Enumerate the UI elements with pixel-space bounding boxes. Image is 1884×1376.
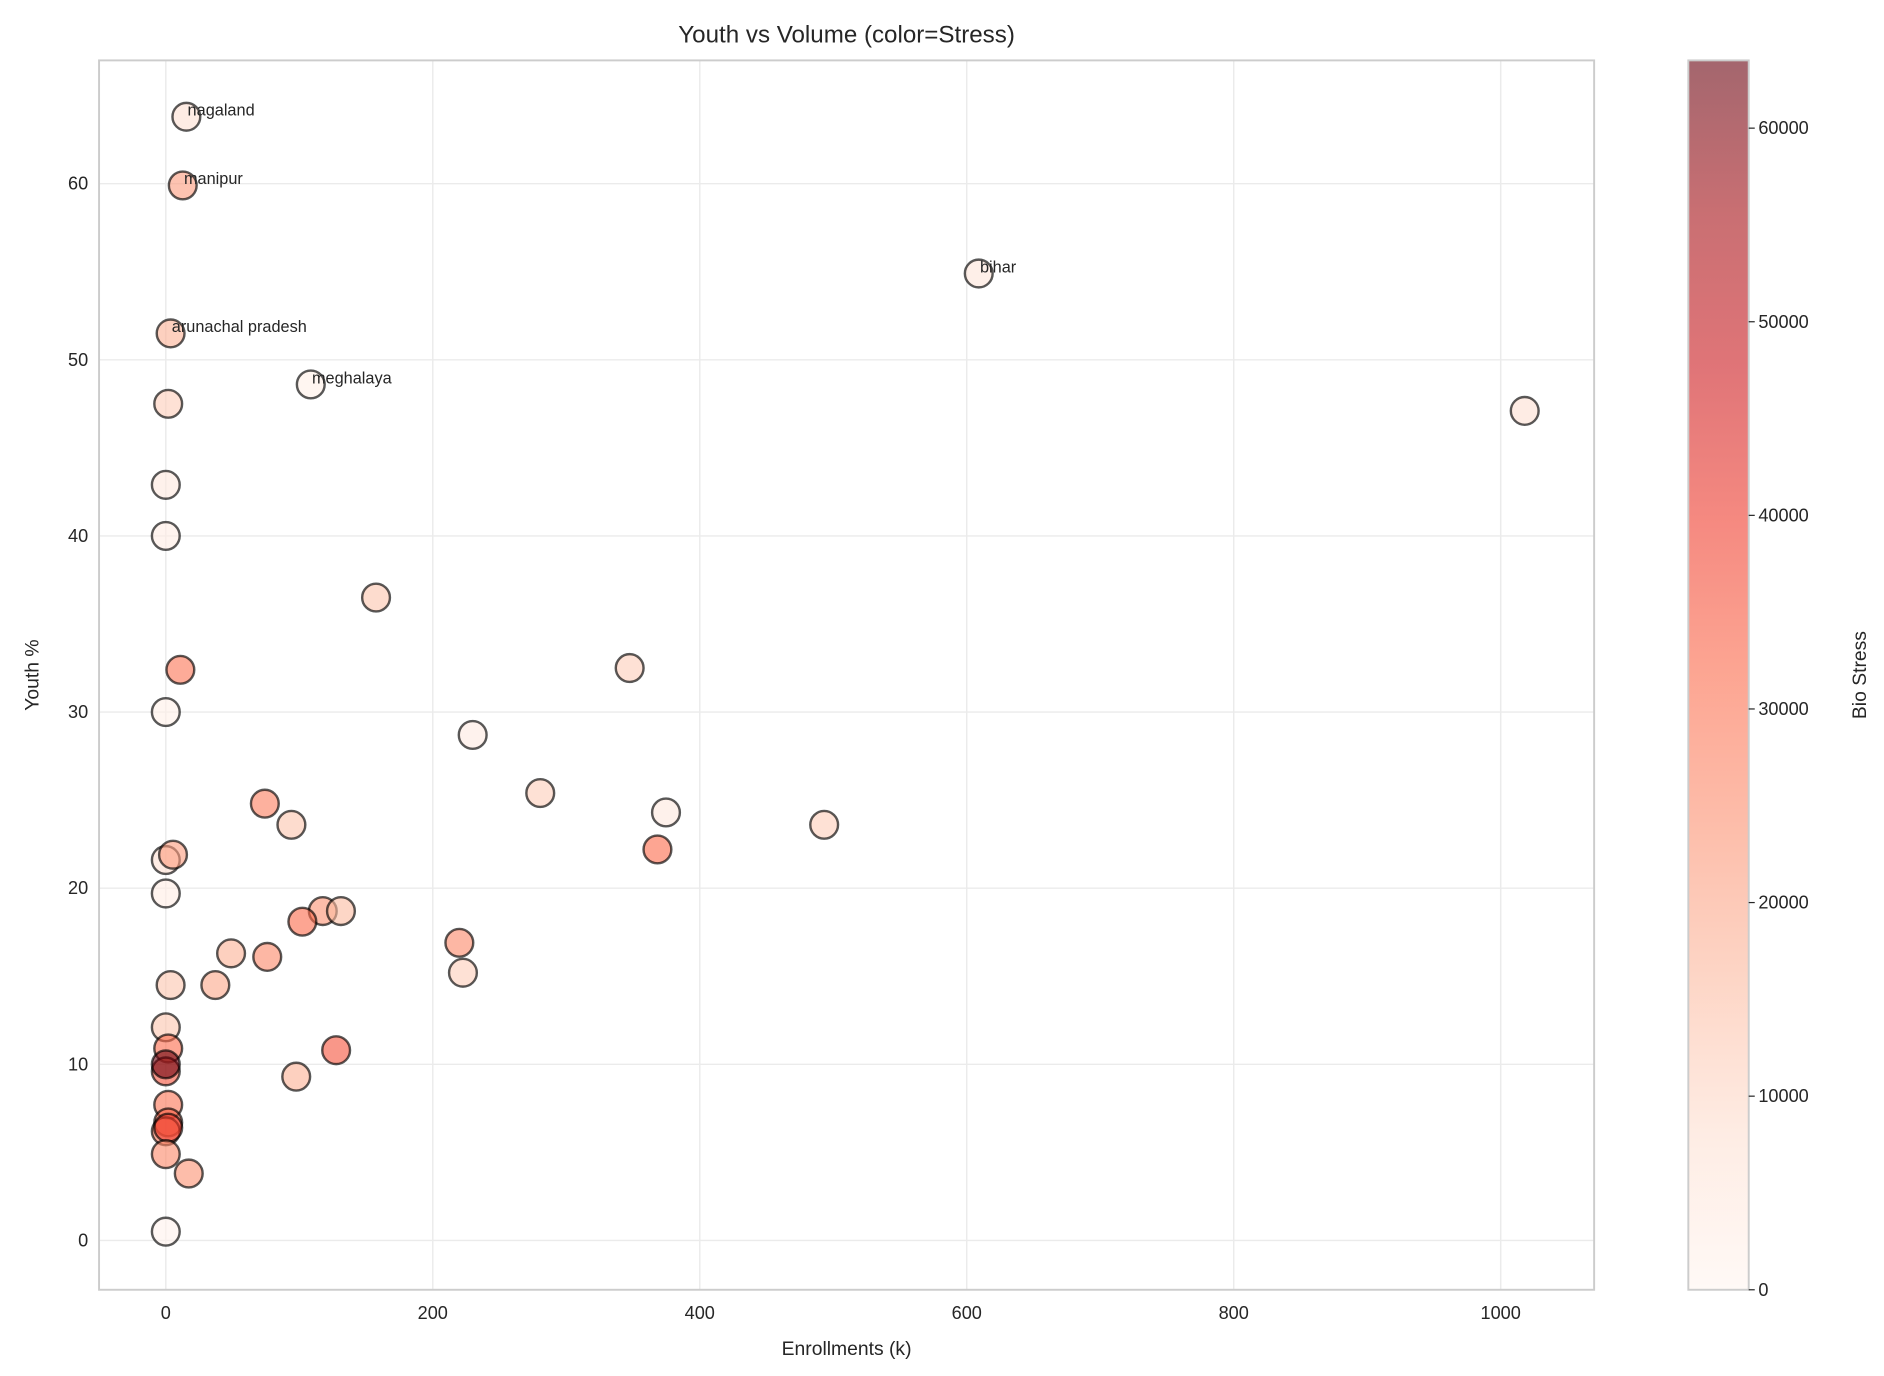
data-point (447, 957, 479, 988)
y-tick-label: 30 (68, 702, 88, 722)
data-point (642, 834, 673, 865)
data-point (150, 469, 181, 500)
colorbar-tick-label: 0 (1758, 1280, 1768, 1300)
points: nagaland manipur bihar arunachal pradesh meg… (150, 101, 1540, 1247)
colorbar-ticks: 0 10000 20000 30000 40000 50000 60000 (1748, 118, 1809, 1300)
data-point (155, 969, 186, 1001)
data-point (444, 927, 475, 958)
y-tick-label: 0 (78, 1230, 88, 1250)
data-point (249, 788, 280, 819)
data-point (165, 654, 196, 685)
y-tick-label: 50 (68, 350, 88, 370)
x-tick-label: 200 (418, 1303, 448, 1323)
colorbar-label: Bio Stress (1850, 631, 1871, 719)
data-point (252, 941, 283, 972)
data-point (167, 170, 198, 201)
data-point (276, 809, 307, 840)
data-point (287, 906, 318, 937)
y-tick-label: 20 (68, 878, 88, 898)
plot-frame (98, 59, 1596, 1291)
data-point (281, 1061, 312, 1092)
data-point (215, 938, 247, 969)
point-annotation: arunachal pradesh (172, 318, 307, 336)
x-axis-label: Enrollments (k) (782, 1339, 912, 1360)
x-tick-label: 600 (952, 1303, 982, 1323)
y-tick-label: 60 (68, 174, 88, 194)
colorbar-tick-label: 40000 (1758, 505, 1808, 525)
data-point (614, 652, 645, 684)
point-annotation: meghalaya (312, 369, 393, 387)
data-point (150, 520, 181, 552)
data-point (200, 969, 231, 1001)
data-point (809, 809, 840, 840)
data-point (150, 1049, 181, 1080)
data-point (173, 1158, 204, 1189)
x-tick-label: 800 (1219, 1303, 1249, 1323)
data-point (360, 582, 392, 613)
x-ticks: 0 200 400 600 800 1000 (161, 1303, 1521, 1323)
point-annotation: bihar (980, 258, 1017, 276)
chart-title: Youth vs Volume (color=Stress) (678, 21, 1015, 48)
data-point (150, 696, 181, 728)
data-point (153, 388, 184, 419)
colorbar-tick-label: 30000 (1758, 699, 1808, 719)
point-annotation: nagaland (188, 102, 255, 120)
data-point (321, 1035, 352, 1066)
data-point (171, 101, 202, 132)
colorbar-tick-label: 10000 (1758, 1086, 1808, 1106)
y-ticks: 0 10 20 30 40 50 60 (68, 174, 88, 1251)
data-point (150, 1216, 181, 1247)
data-point (155, 318, 186, 349)
grid (99, 60, 1595, 1290)
colorbar-tick-label: 60000 (1758, 118, 1808, 138)
colorbar (1687, 59, 1750, 1291)
data-point (150, 1139, 181, 1170)
data-point (153, 1112, 184, 1143)
data-point (150, 878, 181, 909)
data-point (1509, 395, 1540, 426)
x-tick-label: 400 (685, 1303, 715, 1323)
x-tick-label: 0 (161, 1303, 171, 1323)
colorbar-tick-label: 20000 (1758, 893, 1808, 913)
data-point (295, 369, 326, 400)
data-point (157, 839, 189, 870)
y-axis-label: Youth % (23, 639, 44, 710)
data-point (325, 895, 357, 927)
point-annotation: manipur (184, 170, 243, 188)
x-tick-label: 1000 (1481, 1303, 1521, 1323)
data-point (457, 719, 488, 751)
data-point (525, 777, 556, 809)
y-tick-label: 10 (68, 1054, 88, 1074)
colorbar-tick-label: 50000 (1758, 312, 1808, 332)
y-tick-label: 40 (68, 526, 88, 546)
data-point (963, 258, 994, 289)
data-point (650, 797, 682, 828)
